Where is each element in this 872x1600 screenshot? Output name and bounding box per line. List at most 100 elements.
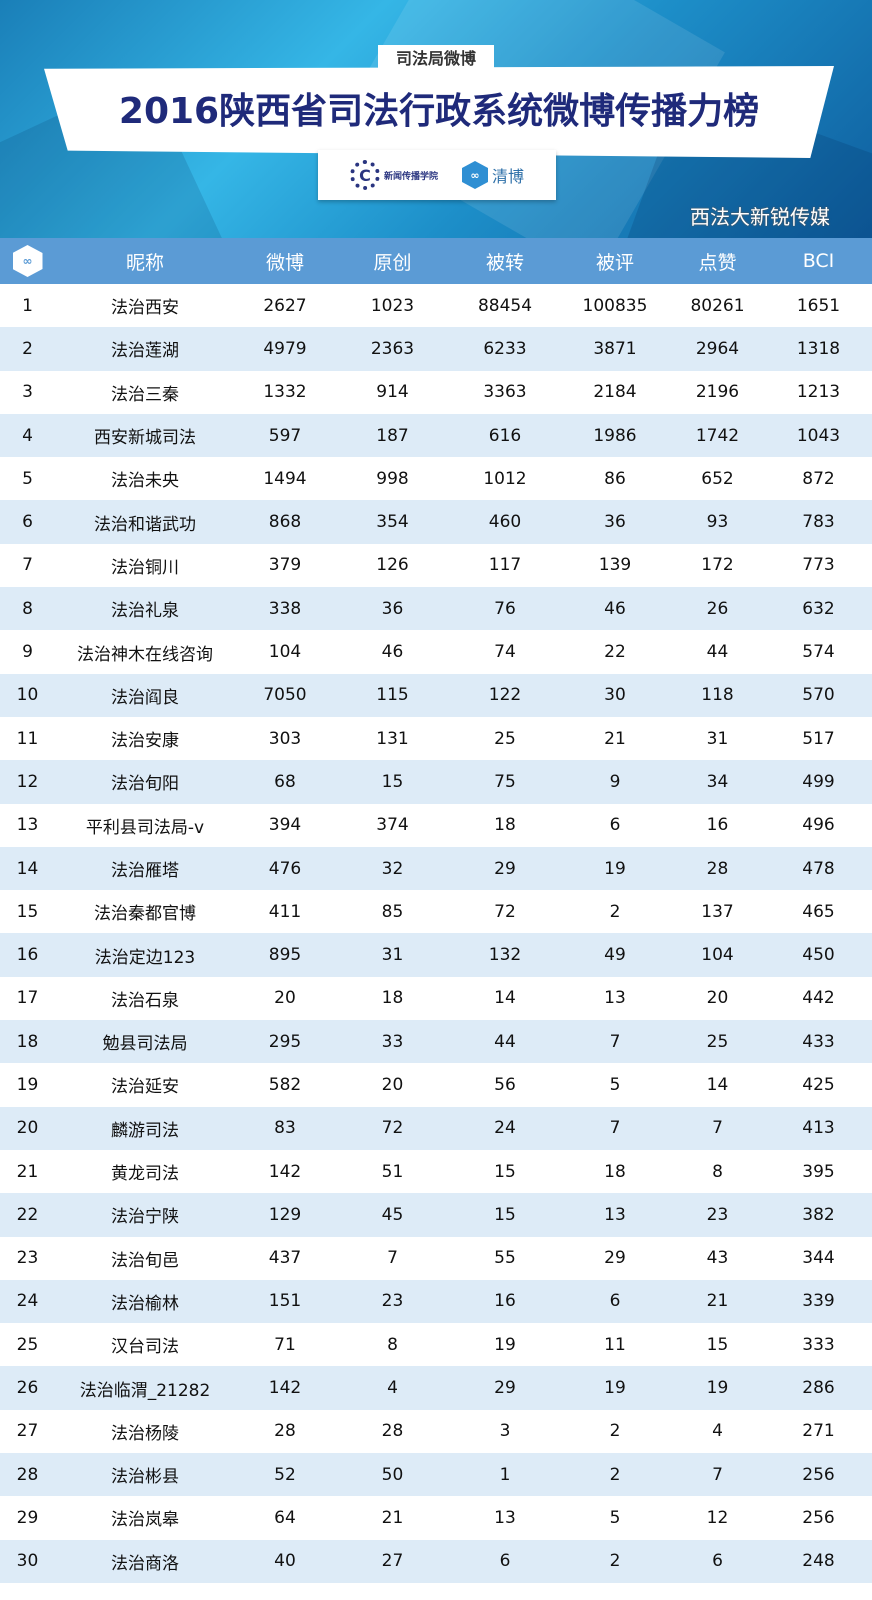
table-row: 2 法治莲湖 4979 2363 6233 3871 2964 1318 [0, 327, 872, 371]
table-row: 4 西安新城司法 597 187 616 1986 1742 1043 [0, 413, 872, 458]
table-row: 18 勉县司法局 295 33 44 7 25 433 [0, 1020, 872, 1064]
value-cell: 13 [604, 988, 626, 1009]
value-cell: 16 [450, 1279, 560, 1324]
value-cell: 22 [604, 642, 626, 663]
rank-cell: 10 [0, 673, 55, 717]
column-header: 被转 [450, 238, 560, 284]
table-row: 25 汉台司法 71 8 19 11 15 333 [0, 1323, 872, 1366]
value-cell: 6233 [450, 327, 560, 371]
value-cell: 11 [604, 1334, 626, 1355]
rank-cell: 19 [16, 1074, 39, 1095]
value-cell: 26 [670, 587, 765, 631]
value-cell: 43 [706, 1248, 729, 1269]
value-cell: 570 [765, 673, 872, 717]
value-cell: 2 [609, 901, 621, 922]
value-cell: 13 [494, 1507, 516, 1528]
value-cell: 499 [765, 760, 872, 804]
value-cell: 1318 [765, 327, 872, 371]
value-cell: 44 [706, 642, 729, 663]
name-cell: 法治阎良 [55, 673, 235, 717]
value-cell: 632 [765, 587, 872, 631]
value-cell: 4979 [235, 327, 335, 371]
value-cell: 14 [494, 988, 516, 1009]
name-cell: 法治莲湖 [55, 327, 235, 371]
value-cell: 80261 [690, 295, 745, 316]
value-cell: 7 [670, 1453, 765, 1497]
value-cell: 19 [560, 846, 670, 891]
value-cell: 783 [765, 500, 872, 544]
value-cell: 1742 [670, 413, 765, 458]
value-cell: 286 [765, 1366, 872, 1410]
value-cell: 19 [494, 1334, 516, 1355]
name-cell: 汉台司法 [111, 1337, 179, 1358]
value-cell: 30 [560, 673, 670, 717]
rank-cell: 29 [16, 1507, 39, 1528]
value-cell: 1023 [370, 295, 415, 316]
value-cell: 395 [802, 1161, 835, 1182]
name-cell: 法治定边123 [55, 933, 235, 977]
value-cell: 8 [712, 1161, 723, 1182]
value-cell: 46 [560, 587, 670, 631]
value-cell: 23 [670, 1193, 765, 1237]
value-cell: 872 [802, 468, 835, 489]
value-cell: 1012 [483, 468, 527, 489]
value-cell: 2627 [263, 295, 307, 316]
value-cell: 88454 [477, 295, 533, 316]
value-cell: 40 [235, 1539, 335, 1583]
value-cell: 74 [494, 642, 516, 663]
value-cell: 6 [670, 1539, 765, 1583]
value-cell: 3 [499, 1421, 511, 1442]
value-cell: 413 [765, 1106, 872, 1150]
value-cell: 1986 [560, 413, 670, 458]
value-cell: 914 [376, 382, 409, 403]
rank-cell: 12 [0, 760, 55, 804]
value-cell: 52 [235, 1453, 335, 1497]
value-cell: 333 [802, 1334, 835, 1355]
value-cell: 616 [450, 413, 560, 458]
value-cell: 137 [701, 901, 734, 922]
rank-cell: 22 [0, 1193, 55, 1237]
value-cell: 151 [235, 1279, 335, 1324]
rank-cell: 28 [0, 1453, 55, 1497]
name-cell: 黄龙司法 [111, 1164, 179, 1185]
value-cell: 21 [604, 728, 626, 749]
value-cell: 27 [335, 1539, 450, 1583]
table-header: ∞ 昵称 微博 原创 被转 被评 点赞 BCI [0, 238, 872, 284]
rank-cell: 30 [0, 1539, 55, 1583]
value-cell: 72 [335, 1106, 450, 1150]
value-cell: 32 [335, 846, 450, 891]
value-cell: 9 [560, 760, 670, 804]
value-cell: 122 [450, 673, 560, 717]
value-cell: 132 [450, 933, 560, 977]
value-cell: 2 [560, 1453, 670, 1497]
value-cell: 382 [765, 1193, 872, 1237]
value-cell: 271 [802, 1421, 835, 1442]
value-cell: 24 [450, 1106, 560, 1150]
table-row: 15 法治秦都官博 411 85 72 2 137 465 [0, 890, 872, 933]
name-cell: 法治秦都官博 [94, 904, 196, 925]
rank-cell: 4 [0, 413, 55, 458]
name-cell: 法治雁塔 [55, 846, 235, 891]
table-row: 5 法治未央 1494 998 1012 86 652 872 [0, 457, 872, 500]
name-cell: 法治和谐武功 [55, 500, 235, 544]
value-cell: 23 [335, 1279, 450, 1324]
table-row: 29 法治岚皋 64 21 13 5 12 256 [0, 1496, 872, 1539]
value-cell: 411 [268, 901, 302, 922]
value-cell: 7 [670, 1106, 765, 1150]
value-cell: 50 [335, 1453, 450, 1497]
table-row: 24 法治榆林 151 23 16 6 21 339 [0, 1279, 872, 1324]
banner: 司法局微博 2016陕西省司法行政系统微博传播力榜 C 新闻传播学院 ∞ 清博 西法… [0, 0, 872, 238]
value-cell: 21 [670, 1279, 765, 1324]
value-cell: 13 [560, 1193, 670, 1237]
name-cell: 法治杨陵 [111, 1423, 179, 1444]
value-cell: 394 [268, 815, 302, 836]
value-cell: 7 [560, 1020, 670, 1064]
value-cell: 14 [706, 1074, 729, 1095]
value-cell: 256 [765, 1453, 872, 1497]
table-row: 30 法治商洛 40 27 6 2 6 248 [0, 1539, 872, 1583]
value-cell: 83 [235, 1106, 335, 1150]
table-row: 21 黄龙司法 142 51 15 18 8 395 [0, 1150, 872, 1193]
rank-cell: 20 [0, 1106, 55, 1150]
table-row: 28 法治彬县 52 50 1 2 7 256 [0, 1453, 872, 1497]
value-cell: 129 [235, 1193, 335, 1237]
